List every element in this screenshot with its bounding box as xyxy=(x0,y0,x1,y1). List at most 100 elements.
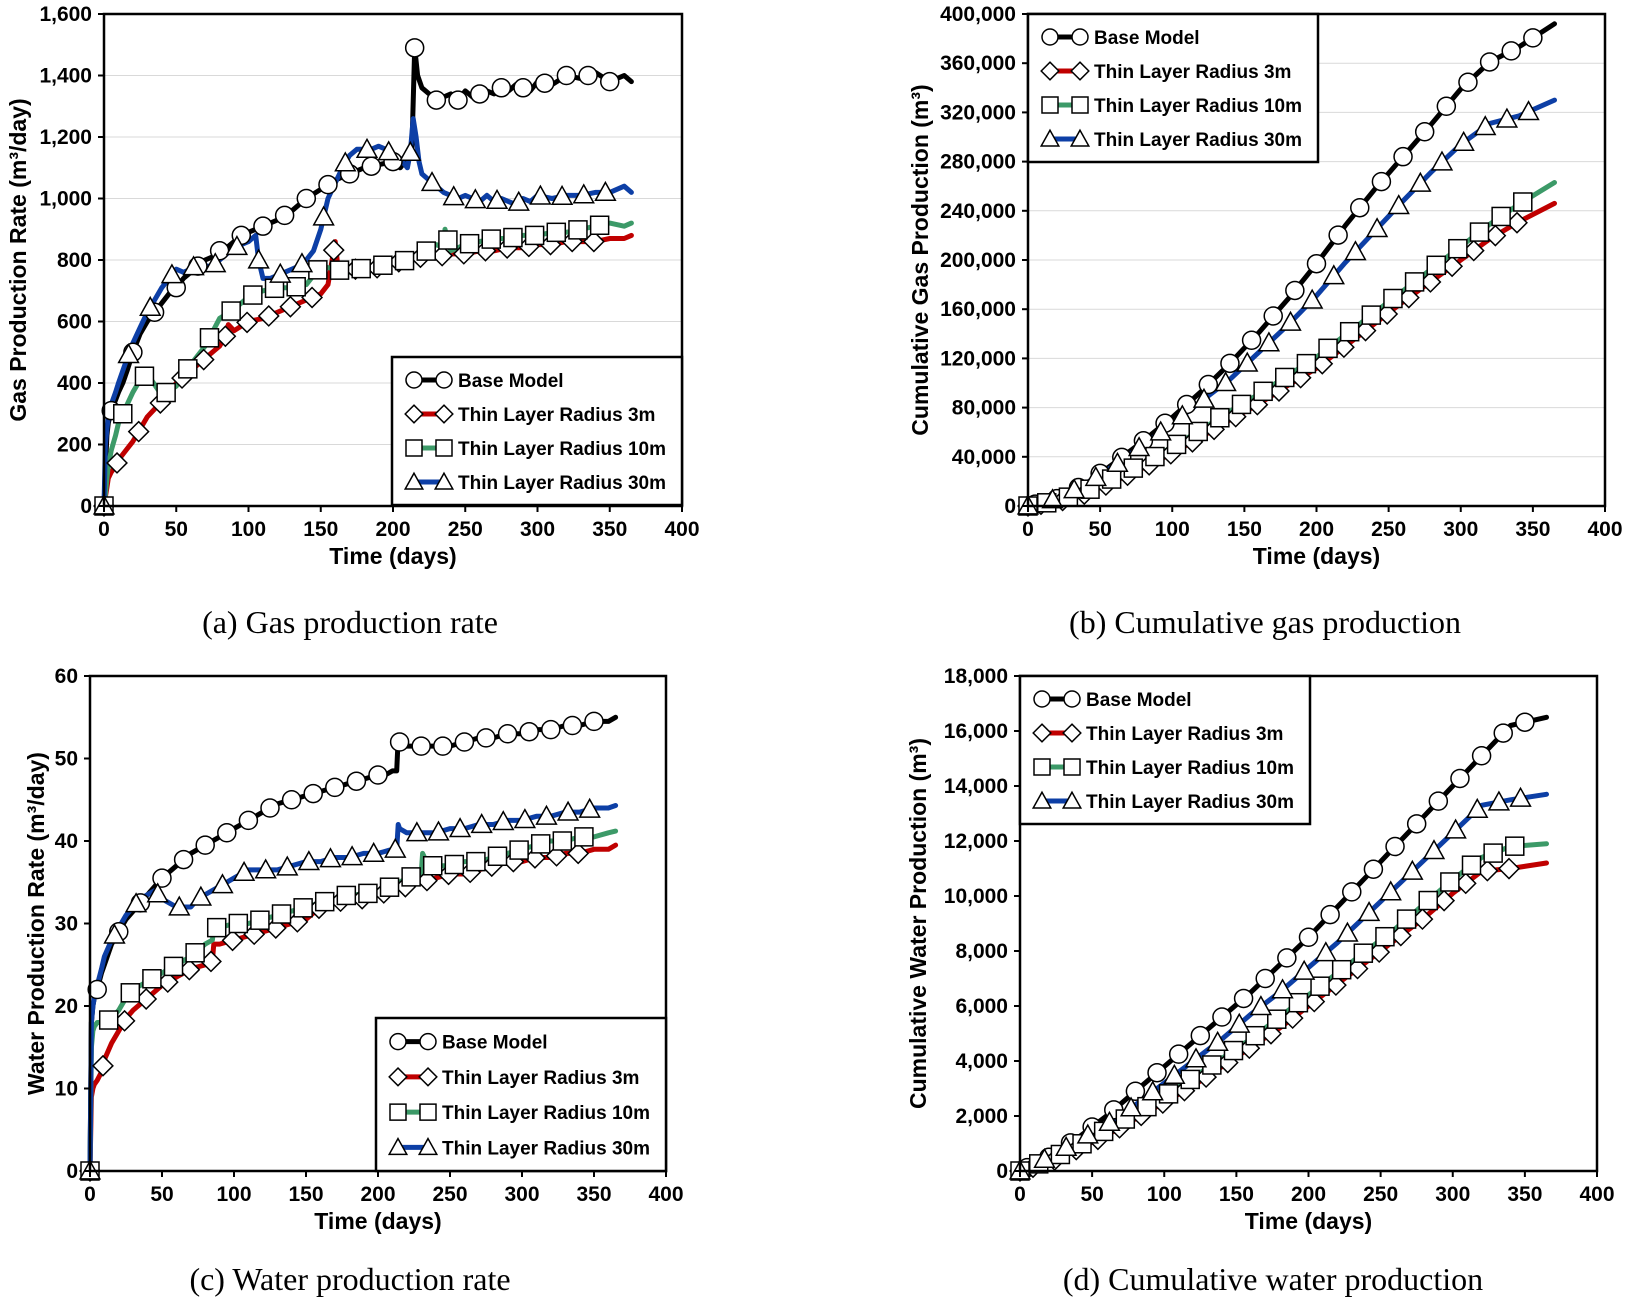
x-axis-label: Time (days) xyxy=(1245,1208,1372,1234)
data-point xyxy=(91,1054,114,1077)
data-point xyxy=(336,885,357,906)
data-point xyxy=(355,137,379,158)
data-point xyxy=(329,260,350,280)
y-tick-label: 12,000 xyxy=(944,830,1008,853)
legend-label: Base Model xyxy=(1094,28,1200,49)
data-point xyxy=(228,913,249,934)
x-tick-label: 100 xyxy=(216,1183,251,1206)
x-tick-label: 350 xyxy=(1507,1183,1542,1206)
data-point xyxy=(319,847,342,868)
data-point xyxy=(427,820,450,841)
data-point xyxy=(524,225,545,246)
data-point xyxy=(1396,909,1417,929)
data-point xyxy=(134,366,155,386)
data-point xyxy=(438,230,458,250)
data-point xyxy=(192,348,215,371)
data-point xyxy=(168,895,191,916)
y-tick-label: 200,000 xyxy=(940,249,1016,272)
data-point xyxy=(534,73,555,93)
data-point xyxy=(1498,857,1520,880)
legend-label: Thin Layer Radius 10m xyxy=(1086,758,1294,779)
x-tick-label: 250 xyxy=(448,518,483,541)
x-tick-label: 200 xyxy=(1299,518,1334,541)
y-tick-label: 10,000 xyxy=(944,885,1008,908)
data-point xyxy=(340,845,364,866)
legend-marker xyxy=(403,471,425,490)
data-point xyxy=(1275,367,1295,388)
x-tick-label: 0 xyxy=(84,1183,96,1206)
data-point xyxy=(204,252,227,273)
data-point xyxy=(1314,941,1337,962)
data-point xyxy=(117,343,140,364)
data-point xyxy=(163,956,184,977)
data-point xyxy=(1298,927,1319,947)
data-point xyxy=(1404,272,1425,292)
data-point xyxy=(173,849,194,870)
legend-marker xyxy=(1039,128,1061,147)
legend-marker xyxy=(1071,28,1089,46)
data-point xyxy=(1076,1123,1099,1144)
x-tick-label: 50 xyxy=(1080,1183,1103,1206)
data-point xyxy=(1461,855,1482,875)
y-axis-label: Cumulative Water Production (m³) xyxy=(905,738,931,1109)
data-point xyxy=(1444,818,1467,839)
data-point xyxy=(1450,768,1470,789)
data-point xyxy=(274,205,295,226)
data-point xyxy=(1123,458,1144,478)
data-point xyxy=(384,837,407,858)
data-point xyxy=(1353,943,1374,963)
data-point xyxy=(377,140,400,161)
chart-panel-4: 0 2,000 4,000 6,000 8,000 10,000 12,000 14,000 1… xyxy=(905,665,1614,1297)
data-point xyxy=(146,882,169,903)
data-point xyxy=(530,834,551,854)
data-point xyxy=(454,732,475,752)
x-tick-label: 400 xyxy=(664,518,699,541)
data-point xyxy=(1523,28,1543,48)
data-point xyxy=(1513,192,1533,212)
y-axis-label: Gas Production Rate (m³/day) xyxy=(5,98,31,421)
x-tick-label: 350 xyxy=(592,518,627,541)
data-point xyxy=(152,868,172,888)
y-tick-label: 40,000 xyxy=(952,446,1016,469)
x-axis-label: Time (days) xyxy=(314,1208,441,1234)
data-point xyxy=(1127,436,1151,457)
data-point xyxy=(1385,836,1405,857)
data-point xyxy=(120,983,141,1003)
data-point xyxy=(269,262,292,283)
data-point xyxy=(1180,1069,1200,1090)
data-point xyxy=(469,84,490,104)
data-point xyxy=(1363,859,1384,879)
y-axis-label: Cumulative Gas Production (m³) xyxy=(907,84,933,435)
data-point xyxy=(1171,404,1194,425)
data-point xyxy=(1220,353,1240,374)
data-point xyxy=(1331,959,1352,980)
data-point xyxy=(513,808,537,829)
data-point xyxy=(1168,1044,1189,1064)
data-point xyxy=(281,790,302,810)
x-axis-label: Time (days) xyxy=(329,543,456,569)
data-point xyxy=(1149,420,1172,441)
data-point xyxy=(1375,926,1395,947)
data-point xyxy=(1383,288,1403,309)
data-point xyxy=(279,295,302,318)
data-point xyxy=(556,800,580,821)
data-point xyxy=(466,851,486,872)
data-point xyxy=(185,943,205,963)
data-point xyxy=(238,810,259,831)
data-point xyxy=(1466,797,1489,819)
data-point xyxy=(589,215,610,236)
data-point xyxy=(221,301,241,321)
y-axis-label: Water Production Rate (m³/day) xyxy=(23,752,49,1095)
y-tick-label: 360,000 xyxy=(940,52,1016,75)
data-point xyxy=(1033,1147,1056,1168)
data-point xyxy=(1428,791,1449,811)
data-point xyxy=(1393,146,1413,167)
data-point xyxy=(426,90,447,110)
legend: Base Model Thin Layer Radius 3m Thin Layer… xyxy=(374,1016,668,1173)
legend-marker xyxy=(1040,61,1060,81)
data-point xyxy=(1414,122,1435,142)
legend-marker xyxy=(433,471,455,490)
data-point xyxy=(1062,478,1086,499)
data-point xyxy=(1292,959,1316,980)
data-point xyxy=(368,765,388,785)
